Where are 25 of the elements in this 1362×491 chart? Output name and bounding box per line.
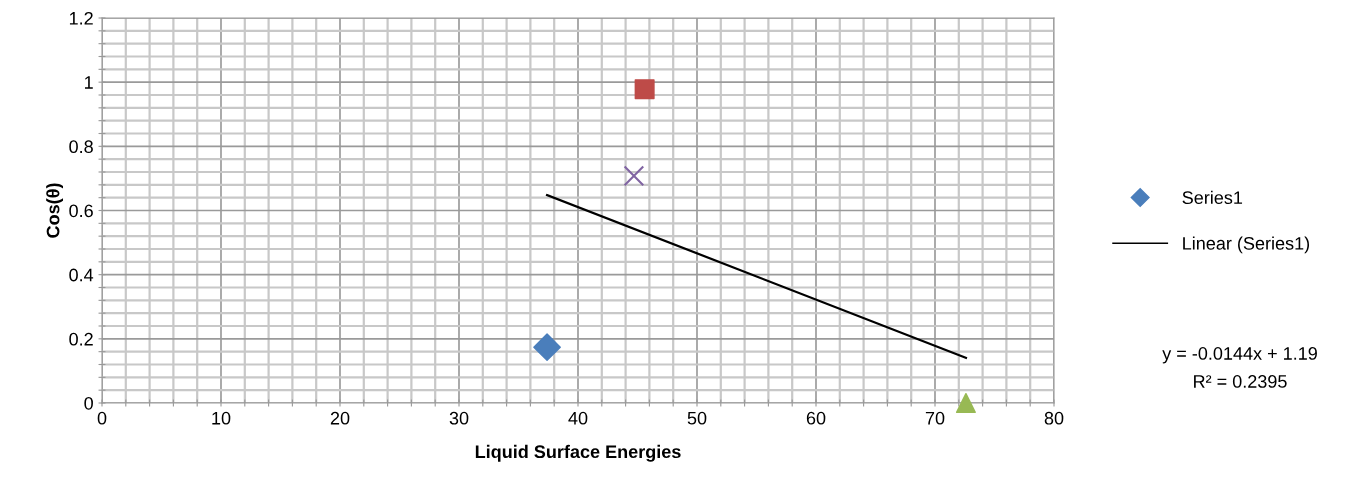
y-axis-title: Cos(θ) <box>46 183 64 238</box>
y-tick-label: 0.6 <box>69 204 93 218</box>
legend-label: Series1 <box>1182 190 1243 205</box>
x-tick-label: 40 <box>568 411 588 425</box>
y-tick-label: 1 <box>85 76 93 89</box>
text: y = -0.0144x + 1.19 <box>1162 347 1317 364</box>
point <box>623 165 645 187</box>
y-tick-label: 0 <box>84 396 93 410</box>
x-tick-label: 10 <box>212 411 231 425</box>
x-tick-label: 70 <box>925 411 945 425</box>
y-tick-label: 0.8 <box>69 140 93 154</box>
text: R² = 0.2395 <box>1194 375 1287 388</box>
x-tick-label: 80 <box>1044 411 1064 425</box>
x-tick-label: 60 <box>806 411 826 425</box>
legend-label: Linear (Series1) <box>1183 236 1310 254</box>
y-tick-label: 1.2 <box>69 11 93 25</box>
point <box>634 79 655 100</box>
x-tick-label: 20 <box>330 411 350 425</box>
y-tick-label: 0.2 <box>69 332 93 346</box>
point <box>955 392 976 414</box>
y-tick-label: 0.4 <box>69 268 94 282</box>
x-tick-label: 0 <box>97 411 107 425</box>
x-tick-label: 50 <box>687 411 707 425</box>
x-tick-label: 30 <box>449 411 469 425</box>
x-axis-title: Liquid Surface Energies <box>475 444 681 462</box>
